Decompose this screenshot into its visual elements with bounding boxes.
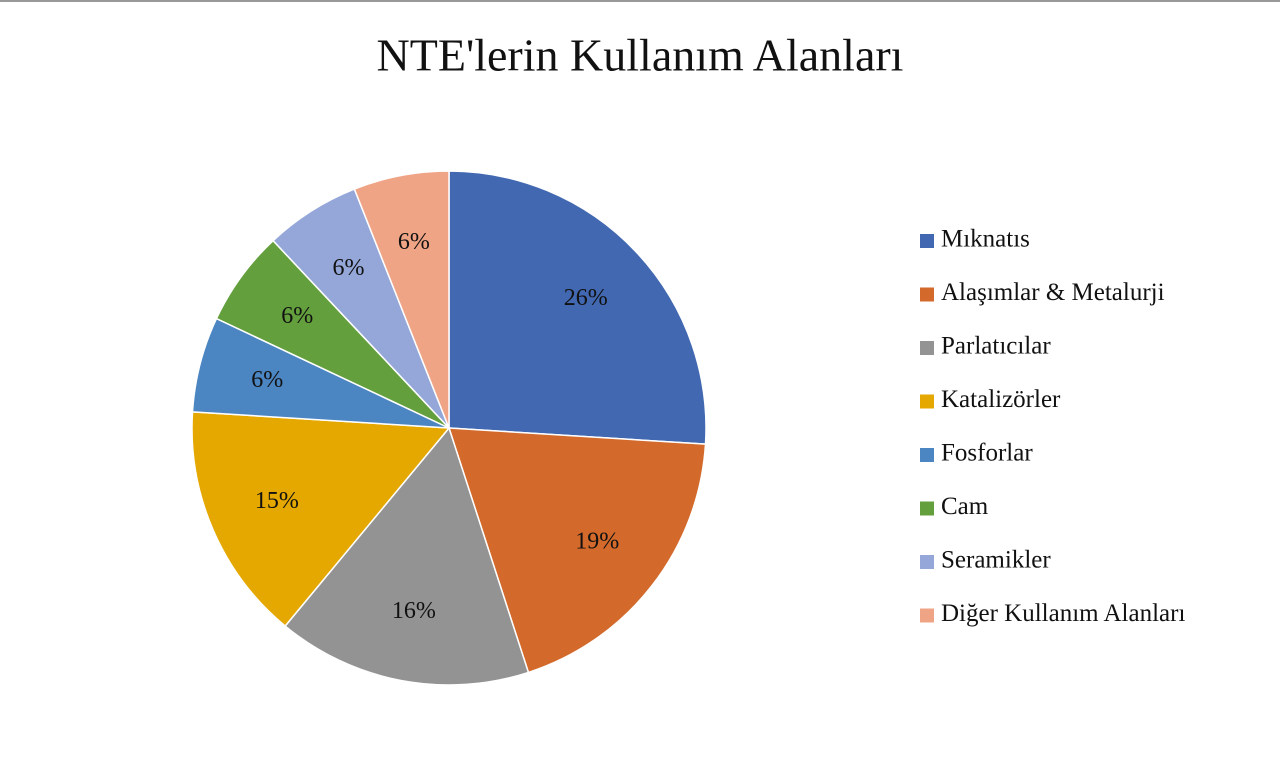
data-label: 16% <box>392 598 436 624</box>
legend-swatch <box>920 555 934 569</box>
legend-label: Fosforlar <box>941 440 1033 467</box>
pie-slice <box>284 426 530 686</box>
pie-slice <box>448 170 707 445</box>
pie-slice <box>447 427 707 674</box>
data-label: 6% <box>332 255 364 281</box>
legend-label: Mıknatıs <box>941 226 1030 253</box>
legend-label: Diğer Kullanım Alanları <box>941 600 1185 627</box>
data-label: 6% <box>398 229 430 255</box>
data-label: 6% <box>251 367 283 393</box>
legend-swatch <box>920 287 934 302</box>
legend-label: Katalizörler <box>941 386 1061 413</box>
chart-title: NTE'lerin Kullanım Alanları <box>377 30 904 81</box>
legend-label: Parlatıcılar <box>941 333 1051 360</box>
legend-swatch <box>920 394 934 409</box>
pie-slice <box>191 411 451 628</box>
data-label: 6% <box>281 303 313 329</box>
data-label: 26% <box>564 285 608 311</box>
pie-slice <box>353 170 450 429</box>
data-label: 19% <box>575 528 619 554</box>
legend-swatch <box>920 501 934 516</box>
data-label: 15% <box>255 488 299 514</box>
legend-swatch <box>920 341 934 355</box>
legend-label: Seramikler <box>941 547 1051 574</box>
legend-swatch <box>920 448 934 462</box>
legend-label: Cam <box>941 493 989 520</box>
legend-swatch <box>920 608 934 623</box>
legend-swatch <box>920 234 934 248</box>
legend-label: Alaşımlar & Metalurji <box>941 279 1165 306</box>
